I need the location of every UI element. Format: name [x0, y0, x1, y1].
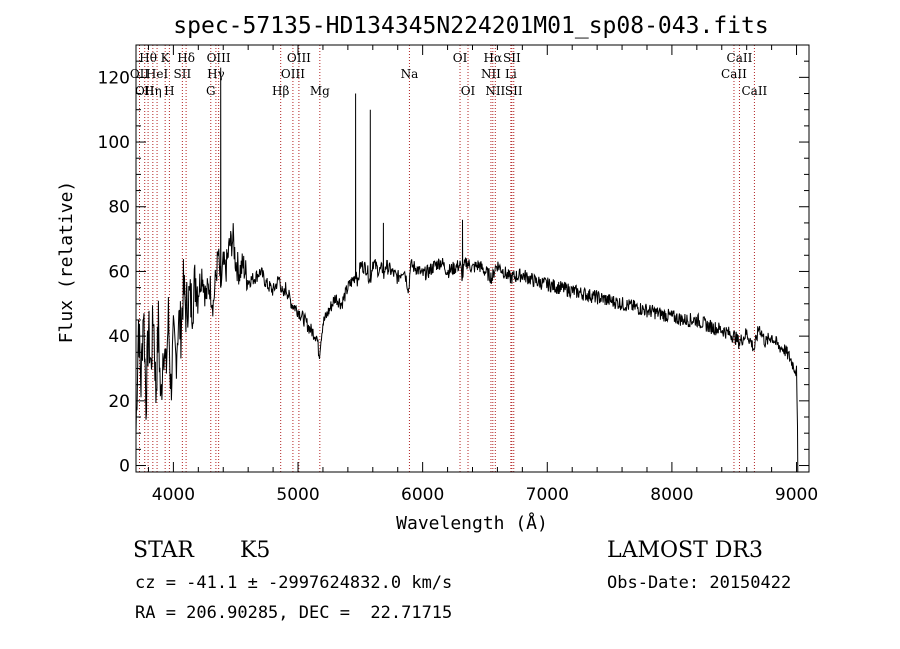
coordinates-text: RA = 206.90285, DEC = 22.71715 — [135, 603, 453, 623]
line-label-20: Hα — [484, 51, 503, 65]
obs-date: Obs-Date: 20150422 — [607, 573, 792, 593]
line-label-4: HeI — [146, 67, 169, 81]
y-tick-label-1: 20 — [108, 392, 130, 412]
line-label-3: Hη — [144, 84, 162, 98]
line-label-15: Mg — [310, 84, 330, 98]
x-tick-label-2: 6000 — [401, 485, 444, 505]
x-tick-label-4: 8000 — [650, 485, 693, 505]
line-label-5: K — [161, 51, 171, 65]
line-label-22: Li — [505, 67, 517, 81]
line-label-27: CaII — [741, 84, 767, 98]
spectrum-line — [135, 67, 799, 473]
line-label-23: SII — [503, 51, 521, 65]
y-tick-label-4: 80 — [108, 198, 130, 218]
line-label-26: CaII — [727, 51, 753, 65]
line-label-14: OIII — [287, 51, 311, 65]
line-label-21: NII — [485, 84, 505, 98]
plot-frame — [135, 44, 810, 473]
line-label-2: Hθ — [139, 51, 157, 65]
x-tick-label-0: 4000 — [152, 485, 195, 505]
survey-name: LAMOST DR3 — [607, 538, 763, 563]
y-tick-label-5: 100 — [98, 133, 130, 153]
emission-line-markers — [138, 45, 755, 472]
line-label-24: SII — [505, 84, 523, 98]
y-tick-label-3: 60 — [108, 262, 130, 282]
line-label-7: SII — [174, 67, 192, 81]
line-label-1: OII — [135, 84, 155, 98]
x-tick-label-5: 9000 — [775, 485, 818, 505]
object-class: STAR — [133, 538, 194, 563]
line-label-11: OIII — [207, 51, 231, 65]
line-label-18: OI — [461, 84, 476, 98]
x-tick-label-3: 7000 — [526, 485, 569, 505]
line-label-13: OIII — [281, 67, 305, 81]
line-label-16: Na — [401, 67, 419, 81]
redshift-text: cz = -41.1 ± -2997624832.0 km/s — [135, 573, 453, 593]
line-label-10: Hγ — [207, 67, 225, 81]
y-axis-label: Flux (relative) — [56, 181, 77, 344]
line-label-8: Hδ — [177, 51, 195, 65]
line-label-17: OI — [453, 51, 468, 65]
line-label-25: CaII — [721, 67, 747, 81]
x-axis-label: Wavelength (Å) — [396, 512, 548, 534]
chart-title: spec-57135-HD134345N224201M01_sp08-043.f… — [173, 13, 768, 39]
emission-line-labels: OIIOIIHθHηHeIKHSIIHδGHγOIIIHβOIIIOIIIMgN… — [130, 51, 768, 98]
line-label-12: Hβ — [272, 84, 289, 98]
object-subclass: K5 — [240, 538, 271, 563]
x-tick-label-1: 5000 — [276, 485, 319, 505]
y-tick-label-6: 120 — [98, 68, 130, 88]
line-label-9: G — [206, 84, 216, 98]
y-axis: 0 20 40 60 80 100 120 — [98, 60, 809, 477]
line-label-6: H — [164, 84, 174, 98]
line-label-19: NII — [481, 67, 501, 81]
y-tick-label-2: 40 — [108, 327, 130, 347]
x-axis: 4000 5000 6000 7000 8000 9000 — [147, 45, 818, 505]
y-tick-label-0: 0 — [119, 457, 130, 477]
